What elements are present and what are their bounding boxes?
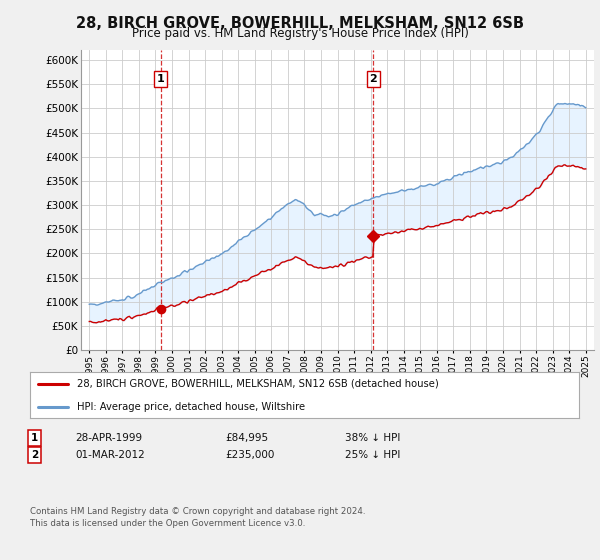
Text: 2: 2 (31, 450, 38, 460)
Text: 25% ↓ HPI: 25% ↓ HPI (345, 450, 400, 460)
Text: Contains HM Land Registry data © Crown copyright and database right 2024.
This d: Contains HM Land Registry data © Crown c… (30, 507, 365, 528)
Text: 28-APR-1999: 28-APR-1999 (75, 433, 142, 443)
Text: Price paid vs. HM Land Registry's House Price Index (HPI): Price paid vs. HM Land Registry's House … (131, 27, 469, 40)
Text: 38% ↓ HPI: 38% ↓ HPI (345, 433, 400, 443)
Text: 01-MAR-2012: 01-MAR-2012 (75, 450, 145, 460)
Text: 1: 1 (31, 433, 38, 443)
Text: 2: 2 (370, 74, 377, 84)
Text: HPI: Average price, detached house, Wiltshire: HPI: Average price, detached house, Wilt… (77, 402, 305, 412)
Text: £235,000: £235,000 (225, 450, 274, 460)
Text: 28, BIRCH GROVE, BOWERHILL, MELKSHAM, SN12 6SB: 28, BIRCH GROVE, BOWERHILL, MELKSHAM, SN… (76, 16, 524, 31)
Text: 28, BIRCH GROVE, BOWERHILL, MELKSHAM, SN12 6SB (detached house): 28, BIRCH GROVE, BOWERHILL, MELKSHAM, SN… (77, 379, 439, 389)
Text: £84,995: £84,995 (225, 433, 268, 443)
Text: 1: 1 (157, 74, 164, 84)
